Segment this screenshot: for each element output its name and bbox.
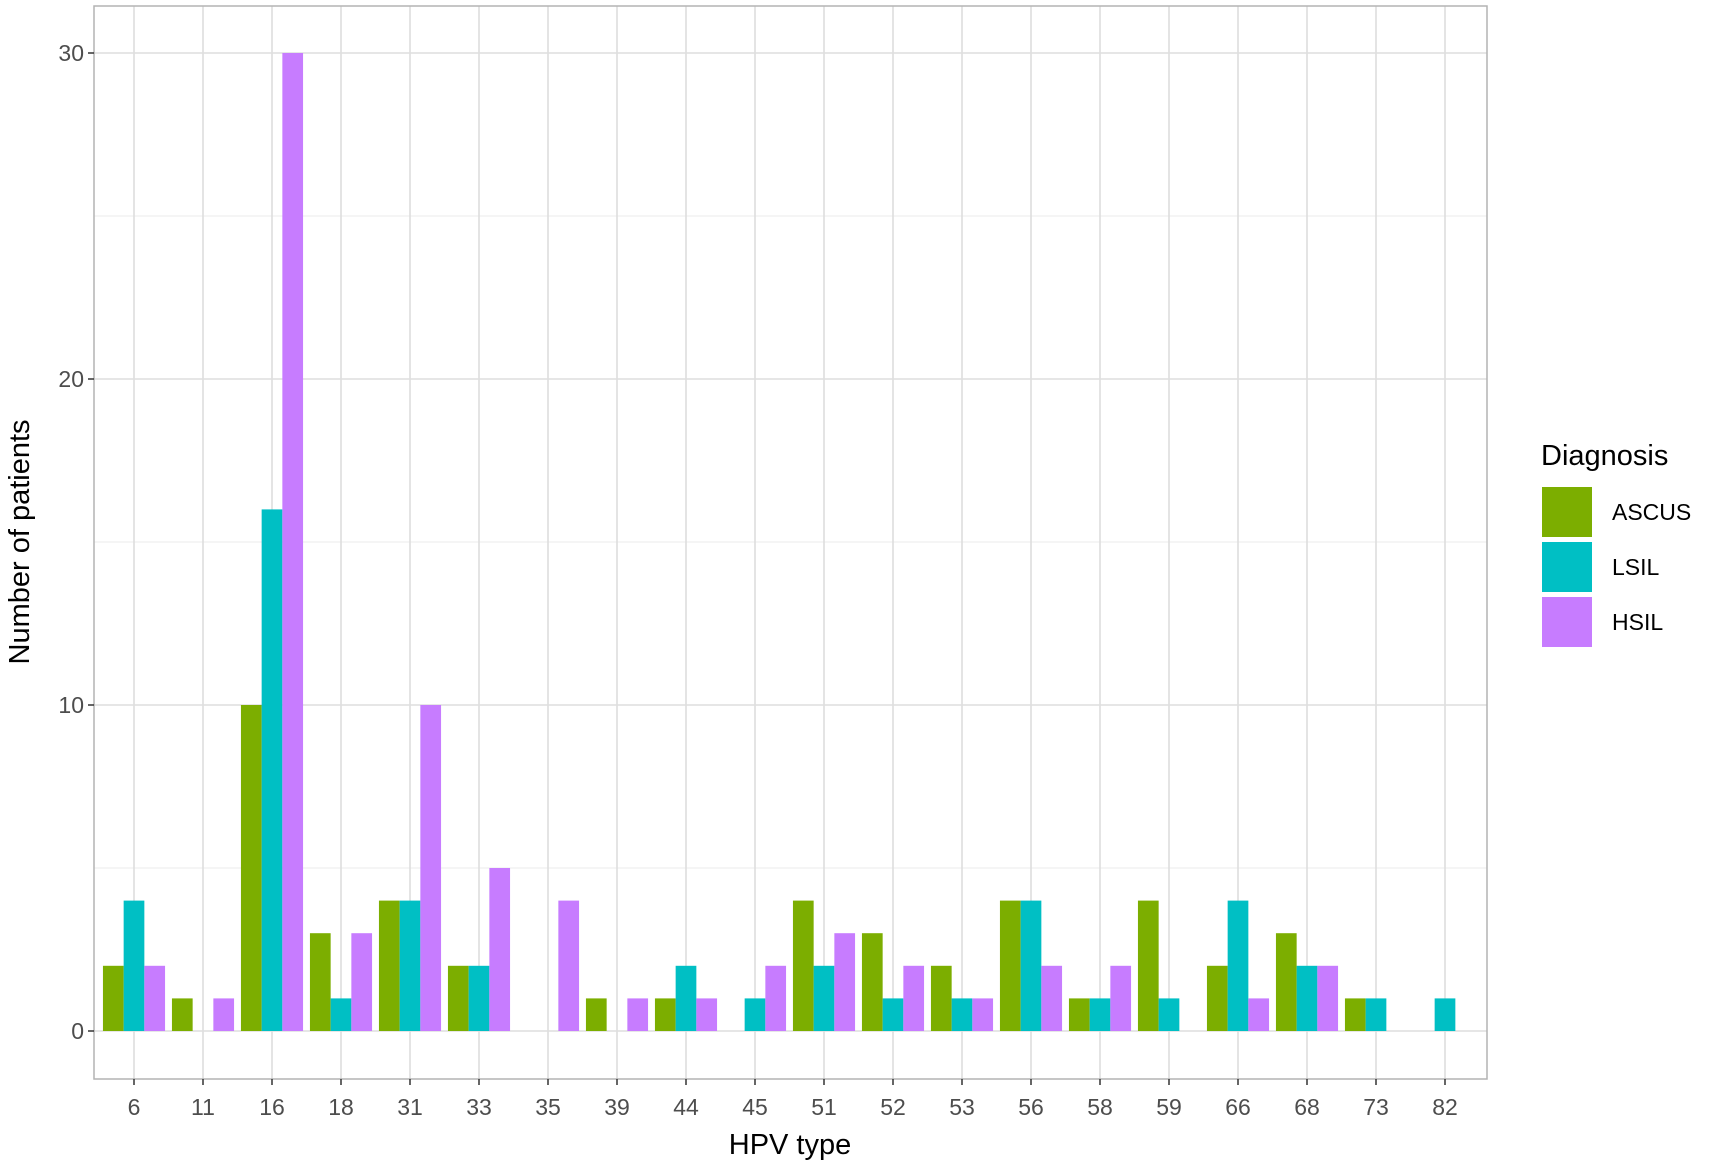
bar-hsil [696,998,718,1031]
bar-ascus [1137,900,1159,1031]
bar-lsil [1089,998,1111,1031]
x-tick-label: 6 [128,1094,141,1120]
bar-hsil [972,998,994,1031]
bar-lsil [882,998,904,1031]
bar-lsil [261,509,283,1031]
bar-lsil [330,998,352,1031]
x-tick-label: 18 [328,1094,354,1120]
bar-hsil [834,933,856,1031]
legend-label-hsil: HSIL [1612,609,1663,635]
bar-hsil [765,965,787,1031]
x-tick-label: 52 [880,1094,906,1120]
x-tick-label: 82 [1432,1094,1458,1120]
y-tick-label: 10 [58,692,84,718]
bar-hsil [1041,965,1063,1031]
x-tick-label: 51 [811,1094,837,1120]
x-tick-label: 45 [742,1094,768,1120]
legend-title: Diagnosis [1541,440,1668,472]
bar-ascus [1068,998,1090,1031]
bar-lsil [468,965,490,1031]
x-tick-label: 39 [604,1094,630,1120]
legend-key-hsil [1542,597,1592,647]
x-tick-label: 66 [1225,1094,1251,1120]
legend: Diagnosis ASCUS LSIL HSIL [1541,440,1691,647]
bar-ascus [1206,965,1228,1031]
bar-hsil [1317,965,1339,1031]
bar-ascus [861,933,883,1031]
x-tick-label: 56 [1018,1094,1044,1120]
legend-label-lsil: LSIL [1612,554,1660,580]
bar-hsil [903,965,925,1031]
legend-label-ascus: ASCUS [1612,499,1691,525]
bar-lsil [1296,965,1318,1031]
bar-hsil [144,965,166,1031]
bar-lsil [1434,998,1456,1031]
bar-marks [102,53,1456,1031]
bar-ascus [378,900,400,1031]
bar-ascus [999,900,1021,1031]
bar-hsil [420,705,442,1031]
bar-hsil [627,998,649,1031]
bar-hsil [1110,965,1132,1031]
bar-ascus [654,998,676,1031]
legend-key-ascus [1542,487,1592,537]
bar-lsil [399,900,421,1031]
bar-lsil [813,965,835,1031]
bar-lsil [123,900,145,1031]
x-tick-label: 16 [259,1094,285,1120]
x-axis: 6 11 16 18 31 33 35 39 44 45 51 52 53 56 58 59 66 68 73 82 [128,1079,1458,1120]
y-axis-title: Number of patients [4,419,36,664]
bar-ascus [585,998,607,1031]
x-axis-title: HPV type [729,1129,852,1161]
bar-ascus [792,900,814,1031]
y-axis: 0 10 20 30 [58,40,94,1044]
bar-ascus [309,933,331,1031]
minor-grid [94,215,1487,869]
legend-key-lsil [1542,542,1592,592]
bar-ascus [1344,998,1366,1031]
plot-panel-border [93,5,1488,1080]
bar-lsil [675,965,697,1031]
y-tick-label: 0 [71,1018,84,1044]
bar-ascus [447,965,469,1031]
x-tick-label: 59 [1156,1094,1182,1120]
x-tick-label: 44 [673,1094,699,1120]
x-tick-label: 33 [466,1094,492,1120]
bar-hsil [213,998,235,1031]
x-tick-label: 53 [949,1094,975,1120]
x-tick-label: 11 [191,1094,215,1120]
x-tick-label: 68 [1294,1094,1320,1120]
bar-hsil [489,868,511,1031]
x-tick-label: 35 [535,1094,561,1120]
y-tick-label: 20 [58,366,84,392]
bar-hsil [558,900,580,1031]
bar-ascus [1275,933,1297,1031]
bar-ascus [930,965,952,1031]
bar-lsil [1020,900,1042,1031]
y-tick-label: 30 [58,40,84,66]
x-tick-label: 58 [1087,1094,1113,1120]
bar-lsil [951,998,973,1031]
bar-lsil [1158,998,1180,1031]
bar-hsil [351,933,373,1031]
bar-lsil [1365,998,1387,1031]
bar-ascus [171,998,193,1031]
bar-hsil [282,53,304,1031]
bar-ascus [102,965,124,1031]
x-tick-label: 31 [397,1094,423,1120]
bar-hsil [1248,998,1270,1031]
bar-lsil [744,998,766,1031]
bar-lsil [1227,900,1249,1031]
x-tick-label: 73 [1363,1094,1389,1120]
bar-ascus [240,705,262,1031]
